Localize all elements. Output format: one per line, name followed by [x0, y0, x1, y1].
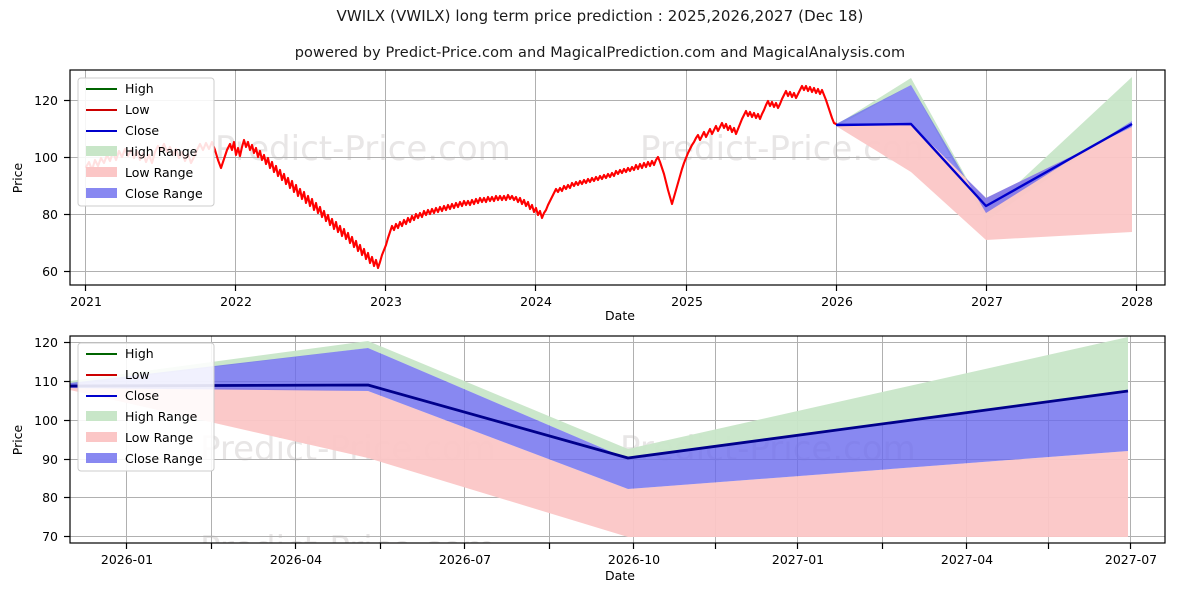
detail-xtick: 2026-01 [101, 552, 153, 567]
detail-xtick: 2026-07 [439, 552, 491, 567]
overview-xtick: 2025 [671, 294, 703, 309]
detail-x-axis: 2026-01 2026-04 2026-07 2026-10 2027-01 … [101, 543, 1157, 583]
overview-high-range-band [836, 77, 1132, 221]
detail-ylabel: Price [10, 424, 25, 455]
overview-low-range-band [836, 124, 1132, 240]
watermark-text: Predict-Price.com [215, 129, 511, 169]
detail-xtick: 2027-04 [941, 552, 993, 567]
overview-plot-frame [69, 69, 1166, 286]
overview-xtick: 2021 [70, 294, 102, 309]
legend-label-high: High [125, 81, 154, 96]
legend-label-close-range: Close Range [125, 451, 203, 466]
legend-swatch-high-range-icon [86, 146, 117, 156]
detail-y-axis: 120 110 100 90 80 70 Price [10, 335, 70, 544]
overview-legend: High Low Close High Range Low Range Clos… [77, 77, 215, 207]
overview-ytick: 100 [34, 150, 58, 165]
legend-swatch-close-range-icon [86, 188, 117, 198]
detail-close-range-band [70, 348, 1128, 489]
detail-xtick: 2026-10 [608, 552, 660, 567]
page-subtitle: powered by Predict-Price.com and Magical… [294, 45, 906, 61]
detail-plot-frame [69, 335, 1166, 544]
overview-ytick: 120 [34, 93, 58, 108]
overview-history-line [84, 84, 838, 270]
overview-ylabel: Price [10, 162, 25, 193]
overview-ytick: 60 [42, 264, 58, 279]
detail-legend: High Low Close High Range Low Range Clos… [77, 342, 215, 472]
detail-xtick: 2026-04 [270, 552, 322, 567]
detail-ytick: 80 [42, 490, 58, 505]
legend-label-high: High [125, 346, 154, 361]
legend-swatch-low-range-icon [86, 432, 117, 442]
overview-xtick: 2027 [971, 294, 1003, 309]
detail-high-range-band [70, 337, 1128, 459]
overview-xtick: 2024 [520, 294, 552, 309]
detail-xlabel: Date [605, 568, 635, 583]
legend-label-close: Close [125, 123, 159, 138]
detail-low-range-band [70, 384, 1128, 537]
detail-ytick: 90 [42, 452, 58, 467]
legend-swatch-low-range-icon [86, 167, 117, 177]
detail-ytick: 110 [34, 374, 58, 389]
overview-chart: Predict-Price.com Predict-Price.com Pred… [10, 69, 1166, 323]
page-title: VWILX (VWILX) long term price prediction… [336, 7, 864, 25]
overview-close-line [835, 122, 1133, 208]
legend-label-low: Low [125, 102, 150, 117]
detail-ytick: 100 [34, 413, 58, 428]
legend-label-high-range: High Range [125, 144, 198, 159]
legend-label-close-range: Close Range [125, 186, 203, 201]
detail-chart: Predict-Price.com Predict-Price.com Pred… [10, 335, 1166, 583]
overview-watermark: Predict-Price.com Predict-Price.com Pred… [215, 129, 936, 309]
detail-close-line [70, 383, 1129, 460]
watermark-text: Predict-Price.com [215, 269, 511, 309]
legend-swatch-close-range-icon [86, 453, 117, 463]
detail-ytick: 70 [42, 529, 58, 544]
overview-xtick: 2026 [821, 294, 853, 309]
overview-ytick: 80 [42, 207, 58, 222]
overview-xtick: 2028 [1121, 294, 1153, 309]
legend-label-low: Low [125, 367, 150, 382]
legend-label-low-range: Low Range [125, 165, 194, 180]
legend-label-close: Close [125, 388, 159, 403]
legend-label-high-range: High Range [125, 409, 198, 424]
overview-xlabel: Date [605, 308, 635, 323]
detail-xtick: 2027-07 [1105, 552, 1157, 567]
detail-ytick: 120 [34, 335, 58, 350]
detail-xtick: 2027-01 [772, 552, 824, 567]
legend-swatch-high-range-icon [86, 411, 117, 421]
overview-y-axis: 120 100 80 60 Price [10, 93, 70, 279]
watermark-text: Predict-Price.com [640, 269, 936, 309]
legend-label-low-range: Low Range [125, 430, 194, 445]
overview-x-axis: 2021 2022 2023 2024 2025 2026 2027 2028 … [70, 285, 1153, 323]
overview-close-range-band [836, 85, 1132, 213]
overview-xtick: 2023 [370, 294, 402, 309]
overview-gridlines [70, 70, 1165, 285]
overview-xtick: 2022 [220, 294, 252, 309]
